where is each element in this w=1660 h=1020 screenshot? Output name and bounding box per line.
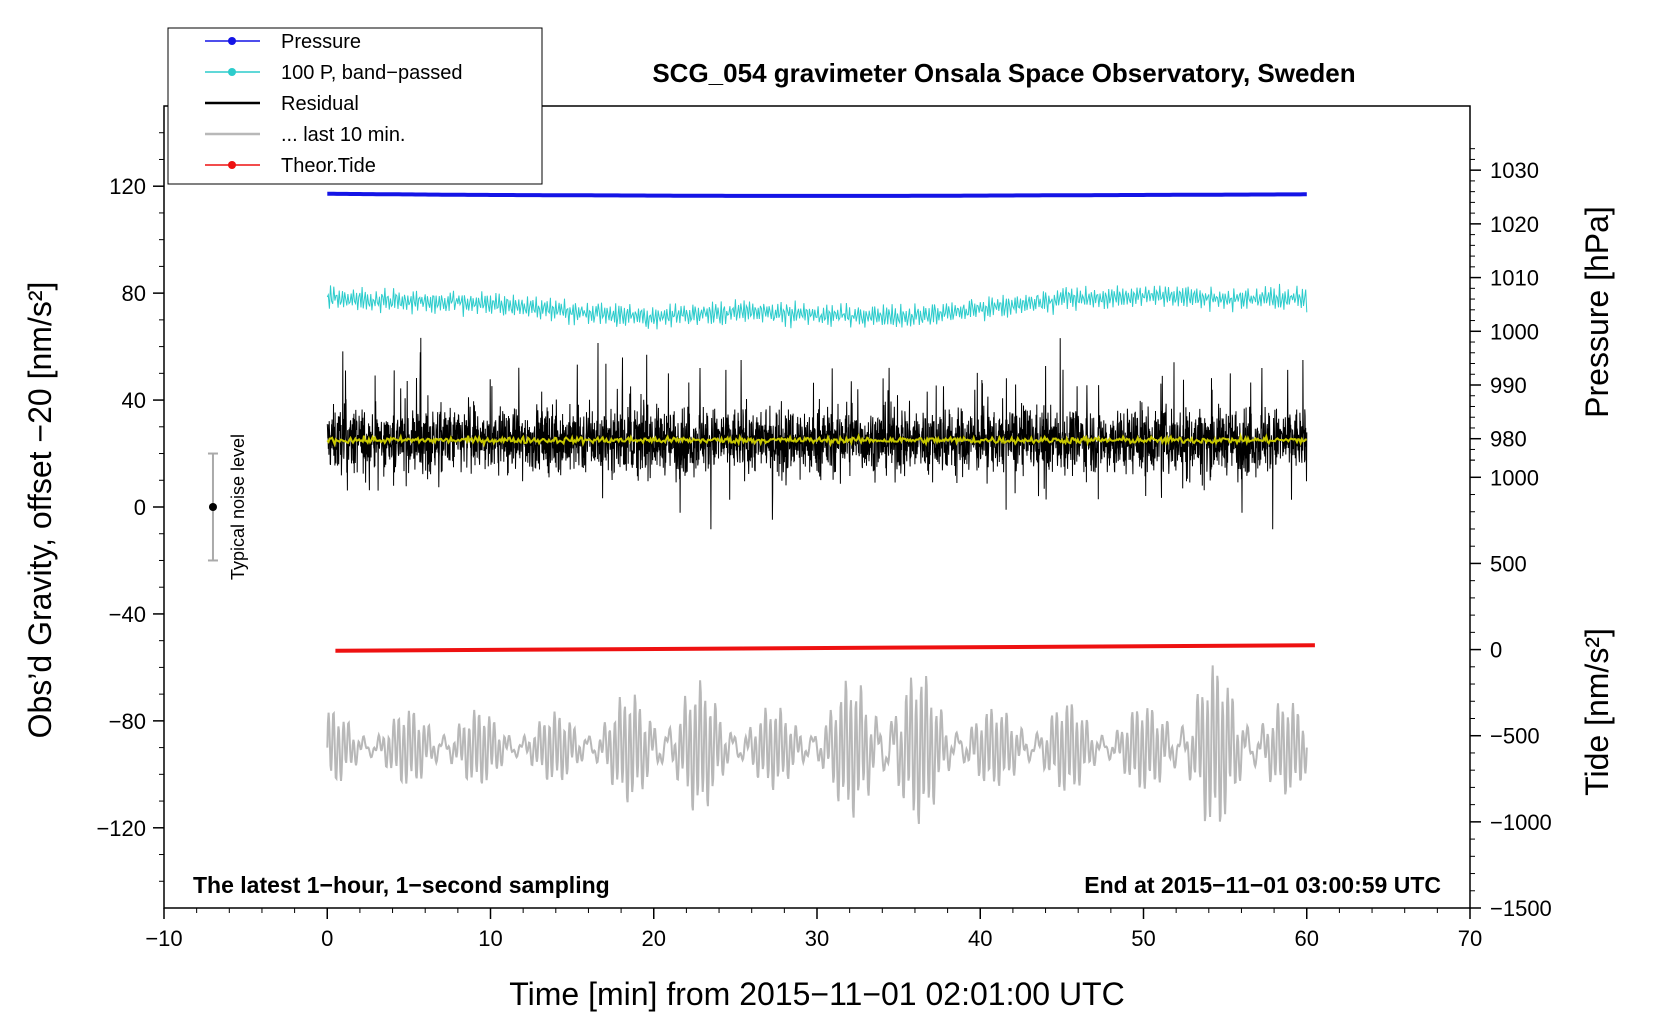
x-tick-label: 50 <box>1131 926 1155 951</box>
x-tick-label: 20 <box>642 926 666 951</box>
x-axis: −10 0 10 20 30 40 50 60 70 <box>145 908 1482 951</box>
y-axis-left-title: Obs’d Gravity, offset −20 [nm/s²] <box>22 282 58 739</box>
pressure-tick-label: 1020 <box>1490 212 1539 237</box>
y-left-tick-label: 120 <box>109 174 146 199</box>
y-left-tick-label: −40 <box>109 602 146 627</box>
last-10-min-line <box>326 665 1308 824</box>
pressure-axis-title: Pressure [hPa] <box>1579 206 1615 418</box>
pressure-tick-label: 1010 <box>1490 266 1539 291</box>
legend-label: 100 P, band−passed <box>281 62 462 84</box>
theoretical-tide-series <box>335 643 1315 653</box>
pressure-tick-label: 1000 <box>1490 319 1539 344</box>
residual-smoothed-line <box>326 432 1307 448</box>
tide-tick-label: −500 <box>1490 724 1540 749</box>
sampling-note: The latest 1−hour, 1−second sampling <box>193 872 610 898</box>
legend-dot <box>228 68 236 76</box>
x-tick-label: 0 <box>321 926 333 951</box>
tide-line <box>335 643 1315 653</box>
band-passed-line <box>326 283 1308 330</box>
chart-title: SCG_054 gravimeter Onsala Space Observat… <box>652 58 1355 88</box>
legend-dot <box>228 161 236 169</box>
tide-tick-label: 0 <box>1490 638 1502 663</box>
tide-axis: −1500 −1000 −500 0 500 1000 <box>1470 459 1552 921</box>
noise-level-marker: Typical noise level <box>207 434 248 580</box>
plot-frame <box>163 105 1471 909</box>
x-tick-label: 70 <box>1458 926 1482 951</box>
y-left-tick-label: −80 <box>109 709 146 734</box>
noise-level-label: Typical noise level <box>228 434 248 580</box>
pressure-series <box>327 191 1307 198</box>
pressure-tick-label: 1030 <box>1490 158 1539 183</box>
pressure-tick-label: 990 <box>1490 373 1527 398</box>
legend-box <box>167 27 543 185</box>
y-left-tick-label: −120 <box>96 816 146 841</box>
x-axis-title: Time [min] from 2015−11−01 02:01:00 UTC <box>509 976 1124 1012</box>
residual-series <box>326 337 1308 530</box>
x-tick-label: 30 <box>805 926 829 951</box>
tide-axis-title: Tide [nm/s²] <box>1579 628 1615 796</box>
pressure-axis: 980 990 1000 1010 1020 1030 <box>1470 148 1539 461</box>
band-passed-pressure-series <box>326 283 1308 330</box>
x-tick-label: 40 <box>968 926 992 951</box>
legend-label: Theor.Tide <box>281 155 376 177</box>
y-axis-left: −120 −80 −40 0 40 80 120 <box>96 132 164 882</box>
pressure-tick-label: 980 <box>1490 427 1527 452</box>
y-left-tick-label: 0 <box>134 495 146 520</box>
x-tick-label: 60 <box>1295 926 1319 951</box>
tide-tick-label: −1000 <box>1490 810 1552 835</box>
legend-label: Residual <box>281 93 359 115</box>
legend-label: ... last 10 min. <box>281 124 406 146</box>
last-10-min-series <box>326 665 1308 824</box>
legend-label: Pressure <box>281 31 361 53</box>
x-tick-label: 10 <box>478 926 502 951</box>
legend-dot <box>228 37 236 45</box>
end-time-note: End at 2015−11−01 03:00:59 UTC <box>1084 872 1441 898</box>
legend: Pressure 100 P, band−passed Residual ... la… <box>167 27 543 185</box>
y-left-tick-label: 80 <box>122 281 146 306</box>
tide-tick-label: 1000 <box>1490 465 1539 490</box>
tide-tick-label: 500 <box>1490 551 1527 576</box>
y-left-tick-label: 40 <box>122 388 146 413</box>
residual-line <box>326 337 1308 530</box>
pressure-line <box>327 191 1307 198</box>
residual-smoothed-series <box>326 432 1307 448</box>
noise-center-dot <box>208 503 217 511</box>
tide-tick-label: −1500 <box>1490 896 1552 921</box>
x-tick-label: −10 <box>145 926 182 951</box>
